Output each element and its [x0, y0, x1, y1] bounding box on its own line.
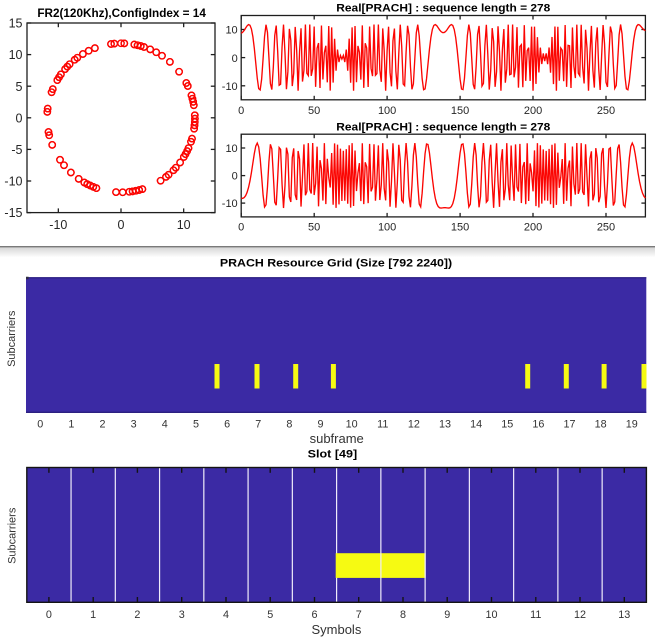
svg-text:5: 5: [267, 609, 273, 621]
svg-text:0: 0: [238, 105, 244, 117]
svg-text:10: 10: [225, 143, 237, 155]
svg-text:6: 6: [224, 419, 230, 431]
svg-text:15: 15: [9, 17, 23, 31]
svg-text:3: 3: [131, 419, 137, 431]
svg-text:10: 10: [346, 419, 358, 431]
svg-text:8: 8: [286, 419, 292, 431]
svg-text:0: 0: [46, 609, 52, 621]
svg-text:0: 0: [118, 218, 125, 232]
svg-text:-5: -5: [11, 143, 22, 157]
svg-text:PRACH Resource Grid (Size [792: PRACH Resource Grid (Size [792 2240]): [220, 257, 453, 269]
svg-text:9: 9: [444, 609, 450, 621]
svg-text:7: 7: [356, 609, 362, 621]
svg-text:0: 0: [232, 171, 238, 183]
svg-text:3: 3: [179, 609, 185, 621]
svg-text:200: 200: [524, 222, 542, 234]
svg-text:13: 13: [439, 419, 451, 431]
svg-text:8: 8: [400, 609, 406, 621]
svg-text:50: 50: [308, 105, 320, 117]
svg-text:Real[PRACH] : sequence length: Real[PRACH] : sequence length = 278: [336, 2, 550, 14]
svg-text:FR2(120Khz),ConfigIndex = 14: FR2(120Khz),ConfigIndex = 14: [37, 6, 206, 20]
svg-text:Symbols: Symbols: [311, 622, 361, 637]
svg-text:Subcarriers: Subcarriers: [6, 507, 18, 564]
svg-text:10: 10: [485, 609, 497, 621]
svg-text:16: 16: [532, 419, 544, 431]
svg-text:-10: -10: [4, 175, 22, 189]
svg-text:Slot [49]: Slot [49]: [308, 448, 358, 460]
svg-text:18: 18: [595, 419, 607, 431]
svg-text:150: 150: [451, 105, 469, 117]
svg-text:0: 0: [238, 222, 244, 234]
svg-text:-15: -15: [4, 206, 22, 220]
svg-text:2: 2: [134, 609, 140, 621]
svg-text:Subcarriers: Subcarriers: [6, 310, 18, 367]
svg-text:2: 2: [100, 419, 106, 431]
svg-text:6: 6: [311, 609, 317, 621]
svg-text:Real[PRACH] : sequence length: Real[PRACH] : sequence length = 278: [336, 122, 550, 134]
svg-text:10: 10: [177, 218, 191, 232]
svg-text:100: 100: [378, 222, 396, 234]
svg-text:0: 0: [37, 419, 43, 431]
svg-text:12: 12: [408, 419, 420, 431]
svg-text:14: 14: [470, 419, 482, 431]
svg-text:4: 4: [162, 419, 168, 431]
svg-text:13: 13: [618, 609, 630, 621]
svg-text:150: 150: [451, 222, 469, 234]
svg-text:-10: -10: [49, 218, 67, 232]
svg-text:10: 10: [225, 25, 237, 37]
svg-text:subframe: subframe: [310, 431, 364, 446]
svg-text:7: 7: [255, 419, 261, 431]
svg-text:-10: -10: [222, 81, 238, 93]
svg-text:17: 17: [564, 419, 576, 431]
svg-text:250: 250: [597, 222, 615, 234]
svg-text:100: 100: [378, 105, 396, 117]
svg-text:250: 250: [597, 105, 615, 117]
svg-text:12: 12: [574, 609, 586, 621]
svg-text:4: 4: [223, 609, 229, 621]
svg-text:200: 200: [524, 105, 542, 117]
svg-text:50: 50: [308, 222, 320, 234]
svg-text:15: 15: [501, 419, 513, 431]
svg-text:0: 0: [232, 53, 238, 65]
svg-text:1: 1: [68, 419, 74, 431]
svg-text:10: 10: [9, 48, 23, 62]
svg-text:9: 9: [317, 419, 323, 431]
svg-text:19: 19: [626, 419, 638, 431]
svg-text:11: 11: [377, 419, 388, 431]
svg-text:0: 0: [16, 111, 23, 125]
svg-text:5: 5: [193, 419, 199, 431]
svg-text:5: 5: [16, 80, 23, 94]
svg-text:-10: -10: [222, 198, 238, 210]
svg-text:11: 11: [530, 609, 541, 621]
svg-text:1: 1: [90, 609, 96, 621]
